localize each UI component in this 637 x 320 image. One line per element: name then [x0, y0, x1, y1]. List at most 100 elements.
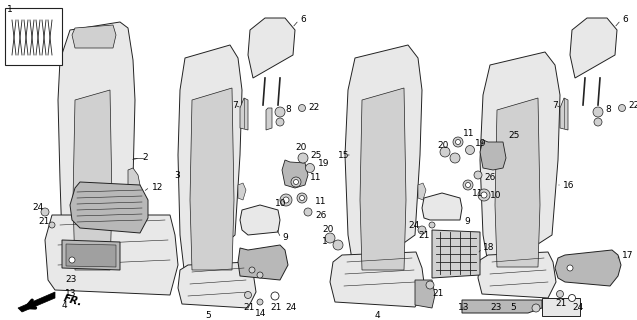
- Circle shape: [257, 299, 263, 305]
- Circle shape: [440, 147, 450, 157]
- Text: 10: 10: [490, 190, 501, 199]
- Circle shape: [299, 105, 306, 111]
- Polygon shape: [70, 182, 148, 233]
- Text: 25: 25: [508, 131, 519, 140]
- Polygon shape: [190, 88, 234, 270]
- Circle shape: [304, 208, 312, 216]
- Text: 20: 20: [437, 140, 448, 149]
- Polygon shape: [238, 245, 288, 280]
- Text: 6: 6: [622, 15, 627, 25]
- Circle shape: [557, 291, 564, 298]
- Circle shape: [280, 194, 292, 206]
- Polygon shape: [480, 140, 506, 170]
- Text: 19: 19: [318, 158, 329, 167]
- Circle shape: [593, 107, 603, 117]
- Text: 15: 15: [338, 150, 350, 159]
- Text: FR.: FR.: [62, 293, 83, 308]
- Circle shape: [294, 180, 299, 185]
- Text: 13: 13: [65, 289, 76, 298]
- Polygon shape: [178, 262, 256, 308]
- Circle shape: [463, 180, 473, 190]
- Polygon shape: [66, 244, 116, 267]
- Polygon shape: [560, 98, 568, 130]
- Text: 11: 11: [315, 197, 327, 206]
- Polygon shape: [240, 205, 280, 235]
- Polygon shape: [555, 250, 621, 286]
- Polygon shape: [345, 45, 422, 278]
- Text: 5: 5: [510, 303, 516, 313]
- Text: 8: 8: [605, 106, 611, 115]
- Circle shape: [283, 197, 289, 203]
- Polygon shape: [45, 215, 178, 295]
- Text: 3: 3: [174, 171, 180, 180]
- Polygon shape: [62, 240, 120, 270]
- Circle shape: [299, 196, 304, 201]
- Circle shape: [532, 304, 540, 312]
- Text: 12: 12: [152, 182, 163, 191]
- Polygon shape: [178, 45, 242, 278]
- Text: 9: 9: [464, 218, 469, 227]
- Circle shape: [474, 171, 482, 179]
- Polygon shape: [238, 183, 246, 200]
- Text: 10: 10: [275, 199, 287, 209]
- Text: 11: 11: [463, 129, 475, 138]
- Circle shape: [49, 222, 55, 228]
- Circle shape: [275, 107, 285, 117]
- Text: 24: 24: [285, 302, 296, 311]
- Circle shape: [298, 153, 308, 163]
- Text: 24: 24: [572, 302, 583, 311]
- Text: 19: 19: [475, 139, 487, 148]
- Text: 4: 4: [62, 300, 68, 309]
- Text: 2: 2: [142, 154, 148, 163]
- Circle shape: [271, 292, 279, 300]
- Circle shape: [306, 164, 315, 172]
- Circle shape: [455, 140, 461, 145]
- Circle shape: [69, 257, 75, 263]
- Circle shape: [478, 189, 490, 201]
- Polygon shape: [240, 98, 248, 130]
- Polygon shape: [360, 88, 406, 270]
- Polygon shape: [462, 300, 542, 313]
- Text: 6: 6: [300, 15, 306, 25]
- Circle shape: [568, 294, 575, 301]
- Text: 23: 23: [65, 276, 76, 284]
- Circle shape: [249, 267, 255, 273]
- Polygon shape: [72, 25, 116, 48]
- Polygon shape: [266, 108, 272, 130]
- Circle shape: [291, 177, 301, 187]
- Circle shape: [276, 118, 284, 126]
- Circle shape: [567, 265, 573, 271]
- Text: 17: 17: [622, 251, 634, 260]
- Text: 26: 26: [484, 173, 496, 182]
- Circle shape: [418, 226, 426, 234]
- Polygon shape: [542, 298, 580, 316]
- Circle shape: [481, 192, 487, 198]
- Text: 22: 22: [308, 103, 319, 113]
- Text: 20: 20: [322, 226, 333, 235]
- Text: 22: 22: [628, 101, 637, 110]
- Polygon shape: [330, 252, 425, 307]
- Text: 20: 20: [295, 143, 306, 153]
- Polygon shape: [282, 160, 308, 188]
- Polygon shape: [58, 22, 135, 280]
- Polygon shape: [418, 183, 426, 200]
- Polygon shape: [570, 18, 617, 78]
- Circle shape: [450, 153, 460, 163]
- Text: 11: 11: [310, 173, 322, 182]
- Text: 8: 8: [285, 106, 290, 115]
- Polygon shape: [5, 8, 62, 65]
- Text: 4: 4: [375, 311, 381, 320]
- Text: 1: 1: [322, 237, 328, 246]
- Circle shape: [594, 118, 602, 126]
- Text: 21: 21: [243, 302, 254, 311]
- Text: 21: 21: [432, 289, 443, 298]
- Circle shape: [297, 193, 307, 203]
- Text: 23: 23: [490, 302, 501, 311]
- Polygon shape: [480, 52, 560, 275]
- Polygon shape: [248, 18, 295, 78]
- Text: 14: 14: [255, 308, 266, 317]
- Text: 9: 9: [282, 234, 288, 243]
- Text: 21: 21: [555, 299, 566, 308]
- Polygon shape: [73, 90, 112, 270]
- Text: 24: 24: [408, 220, 419, 229]
